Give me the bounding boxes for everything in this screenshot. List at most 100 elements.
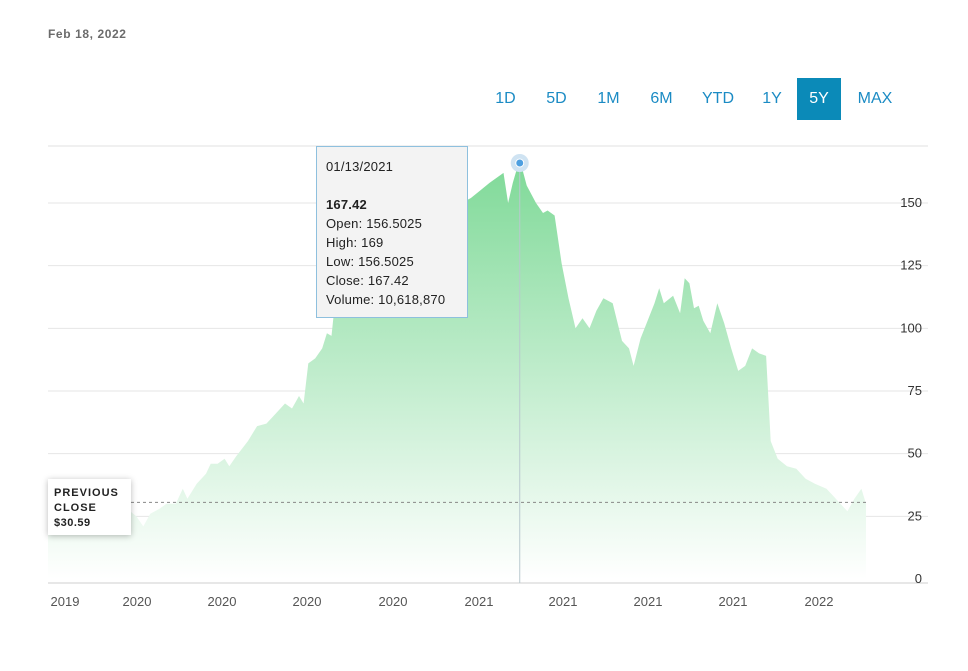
y-tick-label: 50	[908, 446, 922, 461]
price-point	[814, 483, 816, 485]
price-point	[135, 515, 137, 517]
tooltip-date: 01/13/2021	[326, 159, 394, 174]
price-point	[693, 307, 695, 309]
y-tick-label: 150	[900, 195, 922, 210]
y-tick-label: 125	[900, 258, 922, 273]
tooltip-high: High: 169	[326, 235, 384, 250]
x-tick-label: 2020	[123, 594, 152, 609]
price-point	[182, 488, 184, 490]
price-point	[654, 302, 656, 304]
price-point	[265, 423, 267, 425]
price-point	[647, 320, 649, 322]
range-1m-button[interactable]: 1M	[597, 90, 620, 107]
x-tick-label: 2022	[805, 594, 834, 609]
price-point	[331, 335, 333, 337]
price-point	[865, 503, 867, 505]
price-point	[228, 465, 230, 467]
previous-close-label-2: CLOSE	[54, 502, 97, 514]
price-point	[159, 508, 161, 510]
price-point	[640, 337, 642, 339]
price-point	[142, 525, 144, 527]
range-max-button[interactable]: MAX	[857, 90, 893, 107]
range-1y-button[interactable]: 1Y	[762, 90, 782, 107]
price-point	[723, 322, 725, 324]
price-point	[839, 503, 841, 505]
price-point	[291, 408, 293, 410]
price-point	[561, 262, 563, 264]
price-point	[602, 297, 604, 299]
price-point	[702, 320, 704, 322]
x-tick-label: 2021	[549, 594, 578, 609]
price-point	[589, 327, 591, 329]
price-point	[658, 287, 660, 289]
price-point	[621, 340, 623, 342]
price-point	[633, 365, 635, 367]
price-point	[507, 202, 509, 204]
x-tick-label: 2020	[293, 594, 322, 609]
price-point	[770, 440, 772, 442]
price-point	[716, 302, 718, 304]
range-5y-button[interactable]: 5Y	[797, 78, 841, 120]
x-tick-label: 2019	[51, 594, 80, 609]
x-tick-label: 2020	[379, 594, 408, 609]
price-point	[612, 302, 614, 304]
range-5d-button[interactable]: 5D	[546, 90, 567, 107]
previous-close-badge: PREVIOUS CLOSE $30.59	[48, 479, 131, 535]
price-point	[314, 357, 316, 359]
price-point	[672, 295, 674, 297]
tooltip-close: Close: 167.42	[326, 273, 409, 288]
price-point	[575, 327, 577, 329]
price-point	[275, 413, 277, 415]
price-point	[256, 425, 258, 427]
price-point	[595, 310, 597, 312]
price-point	[737, 370, 739, 372]
price-point	[503, 172, 505, 174]
price-point	[744, 365, 746, 367]
price-area	[48, 159, 866, 580]
price-point	[751, 347, 753, 349]
x-tick-label: 2021	[465, 594, 494, 609]
previous-close-value: $30.59	[54, 517, 91, 529]
price-point	[149, 513, 151, 515]
price-point	[826, 488, 828, 490]
y-tick-label: 0	[915, 571, 922, 586]
tooltip-open: Open: 156.5025	[326, 216, 423, 231]
price-point	[175, 503, 177, 505]
y-tick-label: 75	[908, 383, 922, 398]
price-point	[833, 495, 835, 497]
price-point	[684, 277, 686, 279]
price-point	[795, 468, 797, 470]
price-point	[247, 440, 249, 442]
price-point	[679, 312, 681, 314]
range-selector: 1D 5D 1M 6M YTD 1Y 5Y MAX	[481, 78, 909, 120]
price-point	[547, 210, 549, 212]
price-point	[235, 455, 237, 457]
price-point	[730, 347, 732, 349]
price-point	[853, 498, 855, 500]
price-point	[568, 297, 570, 299]
price-point	[303, 403, 305, 405]
price-point	[196, 483, 198, 485]
hover-marker	[515, 158, 525, 168]
price-point	[224, 458, 226, 460]
price-point	[489, 182, 491, 184]
price-point	[496, 177, 498, 179]
price-point	[186, 498, 188, 500]
price-point	[526, 185, 528, 187]
price-point	[688, 282, 690, 284]
price-point	[217, 463, 219, 465]
price-point	[166, 503, 168, 505]
price-point	[765, 355, 767, 357]
price-point	[210, 463, 212, 465]
range-6m-button[interactable]: 6M	[650, 90, 673, 107]
price-point	[846, 510, 848, 512]
price-point	[298, 395, 300, 397]
range-1d-button[interactable]: 1D	[495, 90, 516, 107]
range-ytd-button[interactable]: YTD	[702, 90, 734, 107]
price-point	[663, 302, 665, 304]
y-tick-label: 100	[900, 320, 922, 335]
price-point	[205, 473, 207, 475]
tooltip-low: Low: 156.5025	[326, 254, 414, 269]
price-point	[554, 215, 556, 217]
